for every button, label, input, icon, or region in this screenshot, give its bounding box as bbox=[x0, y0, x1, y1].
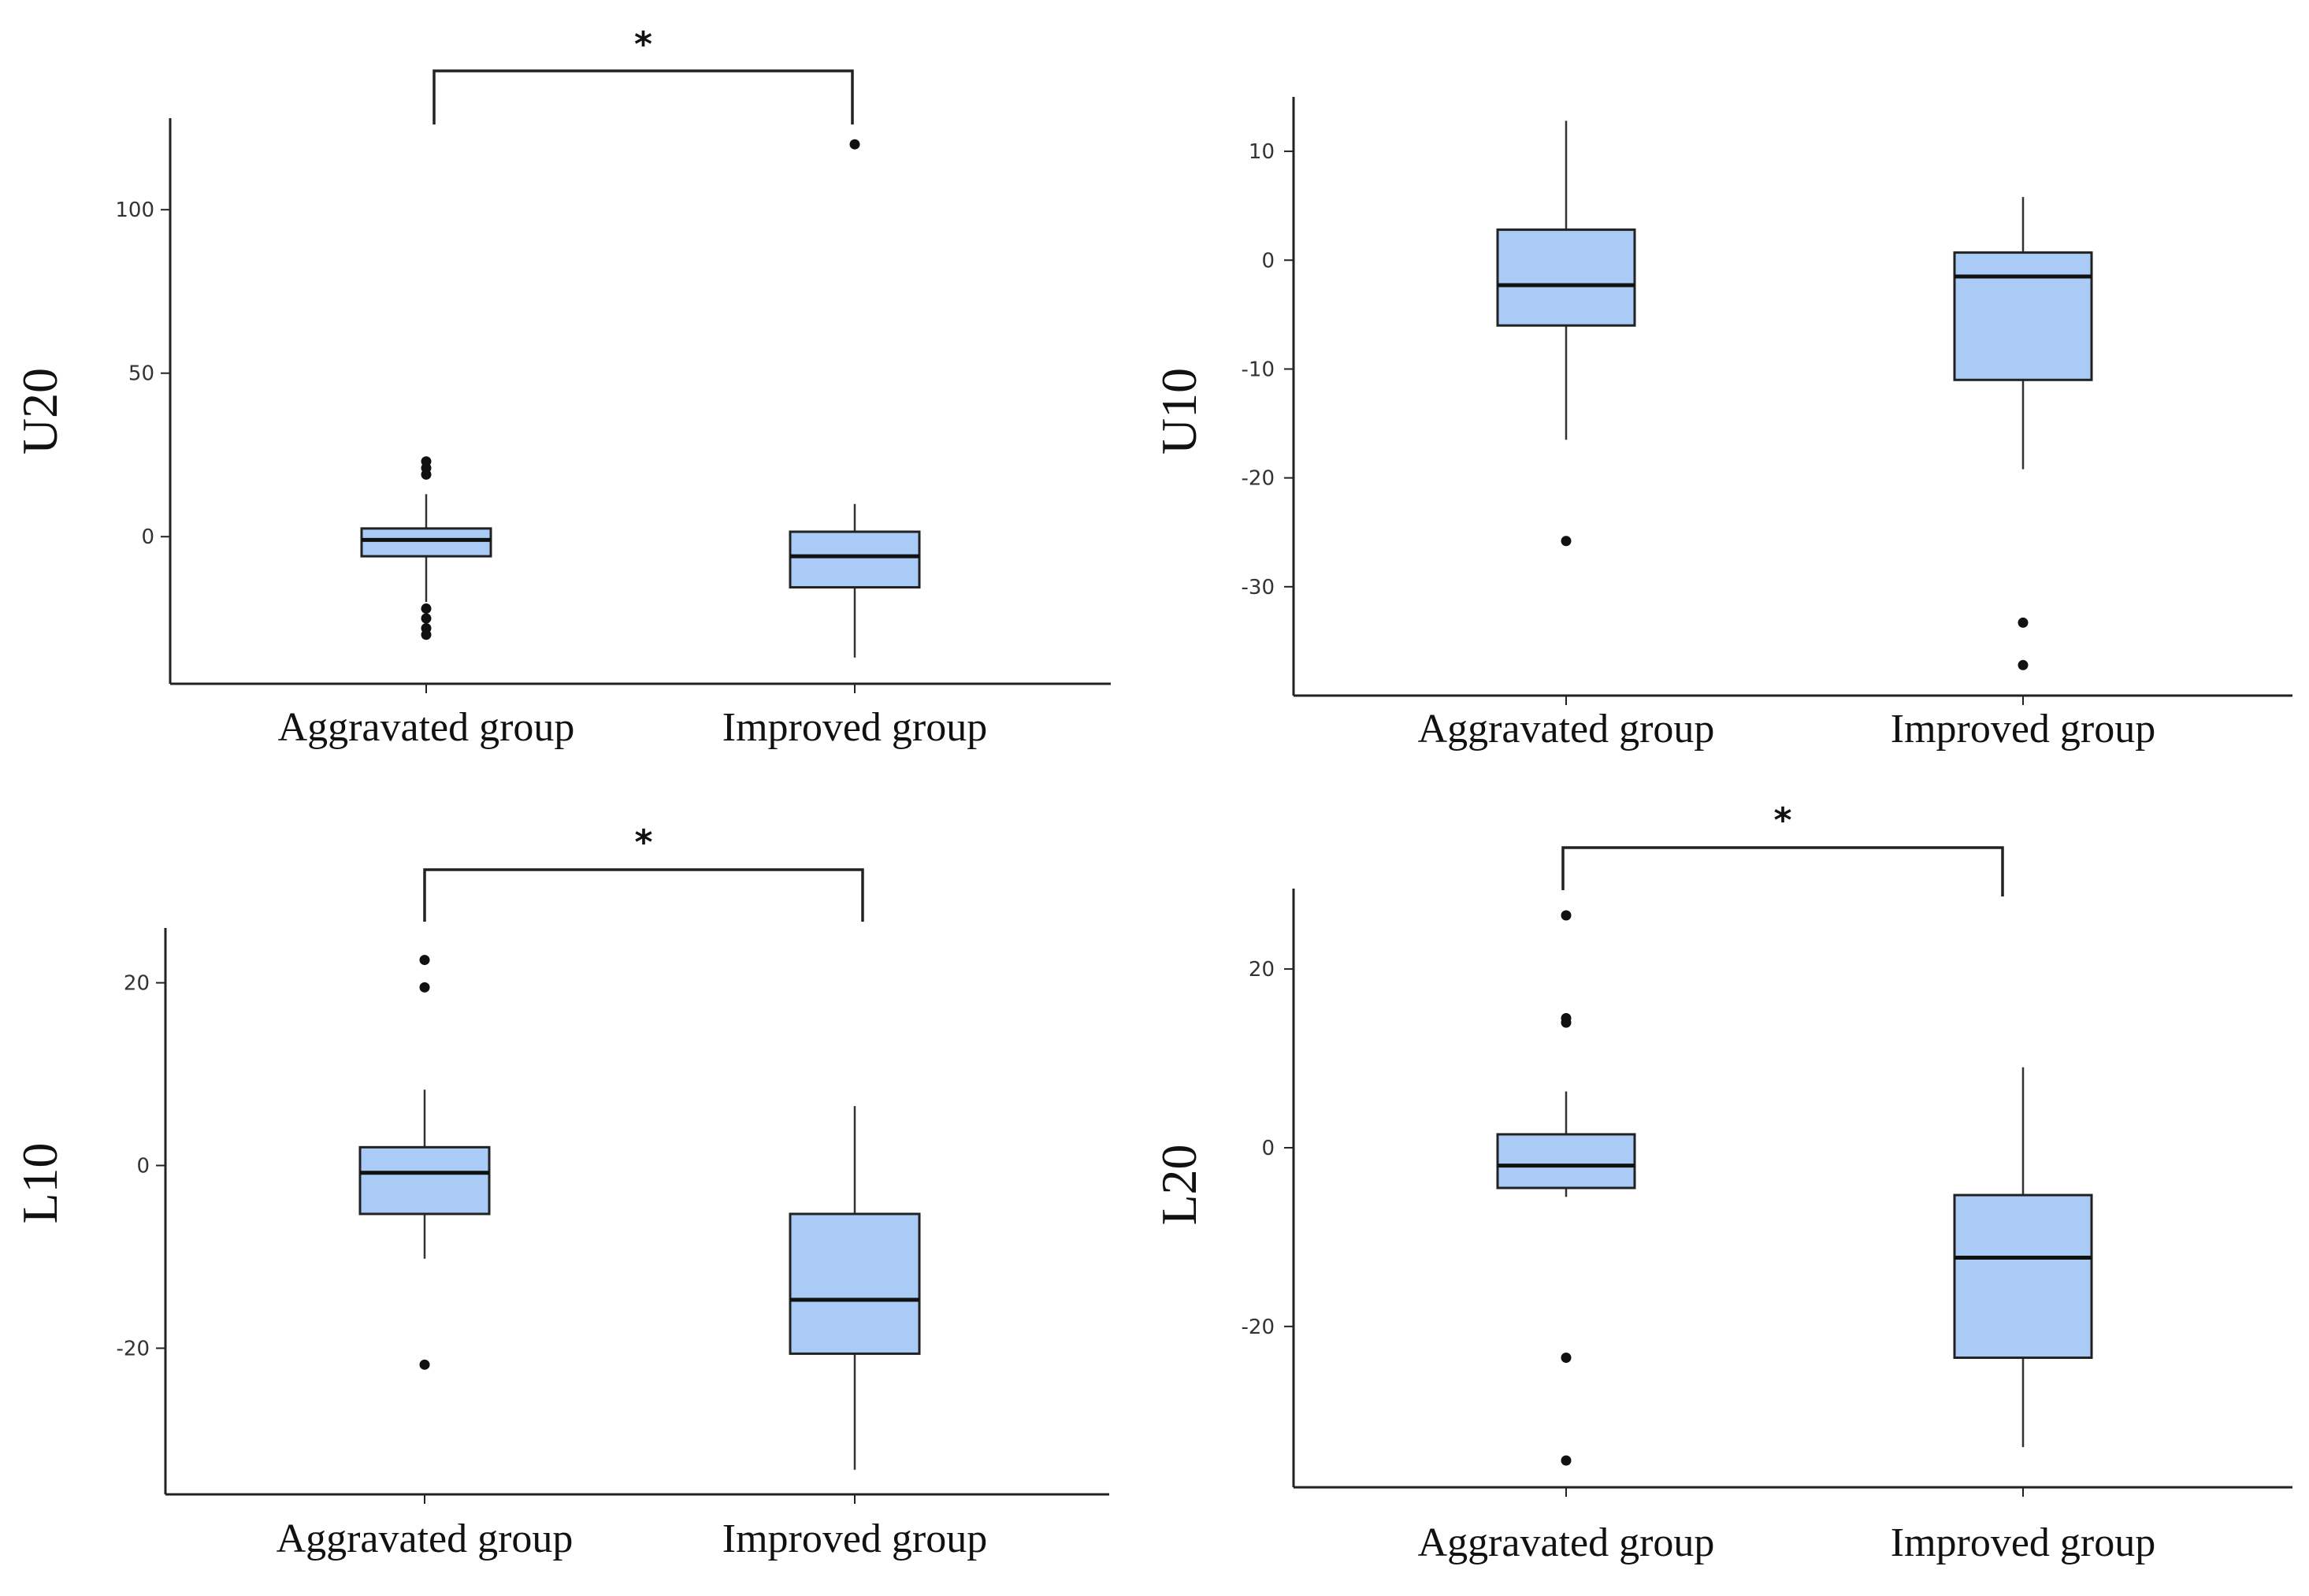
significance-bracket: * bbox=[423, 822, 864, 922]
box-improved: Improved group bbox=[1891, 1067, 2155, 1565]
significance-bracket: * bbox=[432, 24, 854, 124]
x-category-label: Aggravated group bbox=[1418, 707, 1715, 752]
iqr-box bbox=[789, 1212, 921, 1355]
y-tick-label: 0 bbox=[136, 1155, 150, 1178]
y-tick-label: 0 bbox=[1261, 249, 1275, 273]
box-aggravated: Aggravated group bbox=[278, 456, 575, 750]
outlier-point bbox=[2018, 617, 2029, 628]
x-category-label: Improved group bbox=[1891, 1520, 2155, 1565]
y-axis-title: U10 bbox=[1151, 368, 1207, 455]
y-axis-title: L10 bbox=[12, 1142, 68, 1223]
outlier-point bbox=[1561, 536, 1572, 547]
box-aggravated: Aggravated group bbox=[1418, 121, 1715, 752]
outlier-point bbox=[421, 469, 432, 480]
chart-panel-l10: -20 0 20 L10 Aggravated group Improved group * bbox=[12, 822, 1109, 1561]
outlier-point bbox=[2018, 659, 2029, 670]
x-category-label: Aggravated group bbox=[277, 1516, 574, 1561]
x-category-label: Improved group bbox=[1891, 707, 2155, 752]
chart-panel-l20: -20 0 20 L20 Aggravated group Improved group * bbox=[1151, 800, 2292, 1565]
box-improved: Improved group bbox=[1891, 197, 2155, 752]
y-tick-label: 50 bbox=[128, 362, 154, 386]
significance-star: * bbox=[634, 24, 652, 65]
iqr-box bbox=[358, 1145, 491, 1216]
outlier-point bbox=[421, 613, 432, 624]
iqr-box bbox=[789, 530, 921, 589]
y-tick-label: 0 bbox=[141, 525, 154, 549]
x-category-label: Aggravated group bbox=[278, 705, 575, 750]
y-axis-title: L20 bbox=[1151, 1144, 1207, 1225]
iqr-box bbox=[1496, 1133, 1636, 1190]
iqr-box bbox=[360, 527, 492, 558]
outlier-point bbox=[1561, 1353, 1572, 1364]
y-tick-label: -20 bbox=[1242, 467, 1275, 491]
box-improved: Improved group bbox=[722, 139, 987, 750]
outlier-point bbox=[1561, 1017, 1572, 1028]
y-tick-label: 20 bbox=[1249, 958, 1275, 982]
y-axis-title: U20 bbox=[12, 368, 68, 455]
significance-star: * bbox=[1773, 800, 1791, 841]
outlier-point bbox=[419, 982, 430, 993]
outlier-point bbox=[1561, 1455, 1572, 1466]
y-tick-label: -20 bbox=[117, 1337, 150, 1360]
outlier-point bbox=[1561, 910, 1572, 921]
significance-bracket: * bbox=[1561, 800, 2004, 896]
bracket-line bbox=[423, 868, 864, 922]
box-improved: Improved group bbox=[722, 1106, 987, 1561]
y-tick-label: -20 bbox=[1242, 1316, 1275, 1339]
iqr-box bbox=[1953, 1193, 2093, 1360]
outlier-point bbox=[849, 139, 860, 150]
outlier-point bbox=[419, 1359, 430, 1370]
y-tick-label: 10 bbox=[1249, 140, 1275, 164]
bracket-line bbox=[432, 69, 854, 124]
x-category-label: Aggravated group bbox=[1418, 1520, 1715, 1565]
box-aggravated: Aggravated group bbox=[1418, 910, 1715, 1565]
outlier-point bbox=[419, 955, 430, 966]
x-category-label: Improved group bbox=[722, 705, 987, 750]
y-tick-label: 100 bbox=[115, 199, 154, 222]
x-category-label: Improved group bbox=[722, 1516, 987, 1561]
iqr-box bbox=[1953, 251, 2093, 381]
chart-panel-u20: 0 50 100 U20 Aggravated group Improved group * bbox=[12, 24, 1111, 750]
outlier-point bbox=[421, 603, 432, 614]
bracket-line bbox=[1561, 846, 2004, 896]
y-tick-label: 0 bbox=[1261, 1137, 1275, 1160]
significance-star: * bbox=[634, 822, 652, 863]
y-tick-label: -30 bbox=[1242, 576, 1275, 599]
y-tick-label: 20 bbox=[124, 972, 150, 996]
y-tick-label: -10 bbox=[1242, 358, 1275, 381]
box-aggravated: Aggravated group bbox=[277, 955, 574, 1561]
chart-panel-u10: -30 -20 -10 0 10 U10 Aggravated group Improved … bbox=[1151, 97, 2292, 752]
iqr-box bbox=[1496, 228, 1636, 327]
outlier-point bbox=[421, 629, 432, 640]
